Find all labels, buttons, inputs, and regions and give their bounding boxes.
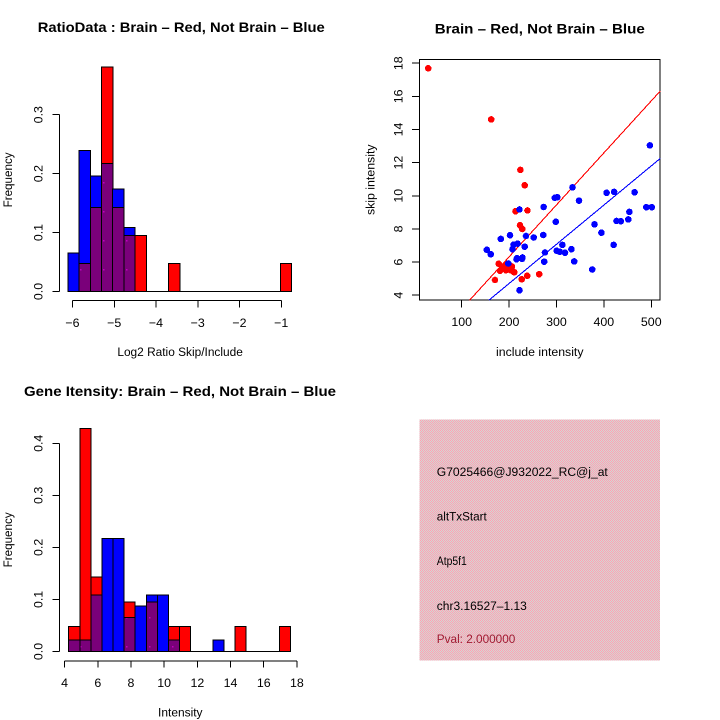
svg-text:10: 10 — [157, 676, 171, 690]
svg-text:16: 16 — [257, 676, 271, 690]
svg-text:0.0: 0.0 — [32, 283, 46, 300]
svg-text:0.1: 0.1 — [32, 591, 46, 608]
svg-text:Atp5f1: Atp5f1 — [437, 554, 467, 568]
svg-text:0.3: 0.3 — [32, 487, 46, 504]
svg-text:12: 12 — [190, 676, 204, 690]
svg-text:−2: −2 — [232, 316, 246, 330]
svg-text:4: 4 — [392, 292, 406, 299]
svg-text:0.2: 0.2 — [32, 165, 46, 182]
svg-text:0.3: 0.3 — [32, 106, 46, 123]
svg-text:Pval: 2.000000: Pval: 2.000000 — [437, 632, 516, 646]
svg-text:14: 14 — [224, 676, 238, 690]
svg-text:altTxStart: altTxStart — [437, 510, 488, 524]
svg-text:Intensity: Intensity — [158, 705, 203, 719]
svg-text:Log2 Ratio Skip/Include: Log2 Ratio Skip/Include — [117, 345, 243, 359]
svg-text:10: 10 — [392, 189, 406, 203]
svg-text:400: 400 — [594, 315, 615, 329]
svg-text:200: 200 — [499, 315, 520, 329]
svg-text:Frequency: Frequency — [1, 152, 15, 208]
svg-text:18: 18 — [290, 676, 304, 690]
svg-text:8: 8 — [392, 225, 406, 232]
svg-text:−4: −4 — [149, 316, 163, 330]
svg-text:14: 14 — [392, 123, 406, 137]
svg-text:100: 100 — [451, 315, 472, 329]
svg-text:18: 18 — [392, 56, 406, 70]
svg-text:Frequency: Frequency — [1, 512, 15, 568]
svg-text:RatioData : Brain – Red, Not B: RatioData : Brain – Red, Not Brain – Blu… — [38, 19, 325, 35]
svg-text:0.1: 0.1 — [32, 224, 46, 241]
svg-text:G7025466@J932022_RC@j_at: G7025466@J932022_RC@j_at — [437, 465, 609, 479]
svg-text:−5: −5 — [107, 316, 121, 330]
svg-text:0.0: 0.0 — [32, 643, 46, 660]
svg-text:500: 500 — [641, 315, 662, 329]
svg-text:16: 16 — [392, 89, 406, 103]
svg-text:12: 12 — [392, 156, 406, 170]
svg-text:skip intensity: skip intensity — [363, 144, 377, 215]
svg-text:300: 300 — [546, 315, 567, 329]
svg-text:chr3.16527–1.13: chr3.16527–1.13 — [437, 599, 527, 613]
svg-text:8: 8 — [128, 676, 135, 690]
svg-text:Gene Itensity: Brain – Red, No: Gene Itensity: Brain – Red, Not Brain – … — [24, 383, 336, 399]
svg-text:−3: −3 — [191, 316, 205, 330]
svg-text:4: 4 — [61, 676, 68, 690]
svg-text:−6: −6 — [65, 316, 79, 330]
svg-text:0.4: 0.4 — [32, 435, 46, 452]
svg-text:6: 6 — [94, 676, 101, 690]
svg-text:6: 6 — [392, 259, 406, 266]
svg-text:0.2: 0.2 — [32, 539, 46, 556]
svg-text:include intensity: include intensity — [496, 345, 584, 359]
svg-text:Brain – Red, Not Brain – Blue: Brain – Red, Not Brain – Blue — [435, 21, 645, 37]
svg-text:−1: −1 — [274, 316, 288, 330]
